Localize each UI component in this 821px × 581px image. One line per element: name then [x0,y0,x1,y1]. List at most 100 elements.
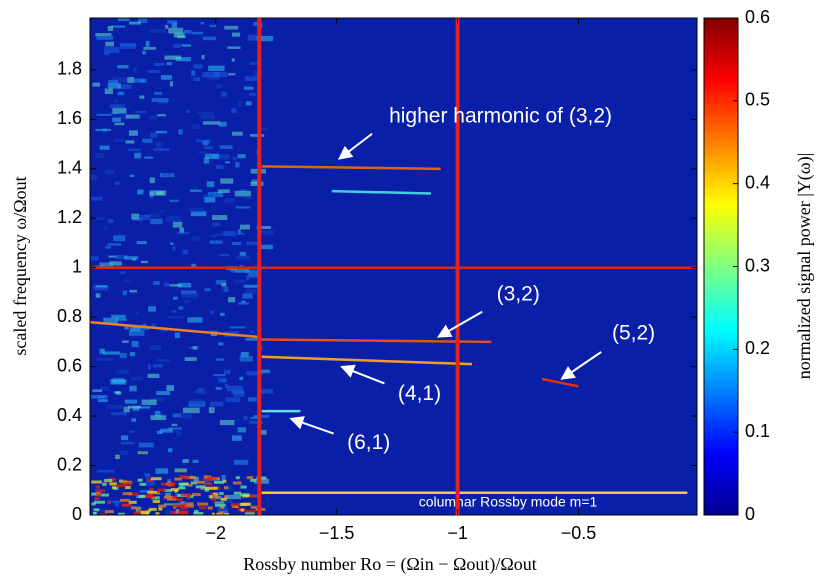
heatmap-texture [221,286,230,291]
heatmap-texture [150,132,158,138]
heatmap-texture [122,492,132,496]
heatmap-texture [226,385,243,392]
heatmap-texture [99,513,108,515]
heatmap-texture [242,293,253,299]
heatmap-texture [182,476,190,480]
heatmap-texture [119,450,128,456]
heatmap-texture [190,211,207,217]
heatmap-texture [182,293,199,299]
heatmap-texture [245,338,263,341]
heatmap-texture [148,213,160,217]
heatmap-texture [215,83,223,89]
heatmap-texture [141,513,146,515]
heatmap-texture [219,511,224,515]
heatmap-texture [125,114,140,119]
heatmap-texture [178,486,186,490]
heatmap-texture [215,387,222,390]
heatmap-texture [184,357,197,361]
heatmap-texture [153,364,163,368]
heatmap-texture [196,139,212,142]
y-tick-label: 0.4 [57,405,82,425]
heatmap-texture [131,341,140,348]
heatmap-texture [168,483,176,487]
heatmap-texture [120,113,128,119]
heatmap-texture [158,100,168,104]
heatmap-texture [259,127,268,132]
annotation: (6,1) [347,431,390,454]
heatmap-texture [225,485,233,491]
colorbar-tick-label: 0.3 [745,255,770,275]
heatmap-texture [165,492,171,497]
heatmap-texture [143,46,157,50]
heatmap-texture [147,490,157,494]
heatmap-texture [237,154,246,159]
heatmap-texture [140,260,149,264]
heatmap-texture [167,481,176,485]
heatmap-texture [211,512,223,515]
heatmap-texture [188,483,193,487]
heatmap-texture [206,181,215,188]
heatmap-texture [120,43,137,47]
heatmap-texture [166,385,175,391]
heatmap-texture [180,503,187,507]
heatmap-texture [180,506,189,510]
heatmap-texture [94,217,105,220]
heatmap-texture [251,509,256,513]
heatmap-texture [174,510,179,514]
colorbar-label: normalized signal power |Y(ω)| [794,153,815,380]
heatmap-texture [250,478,256,482]
heatmap-texture [234,190,252,197]
heatmap-texture [239,251,246,257]
heatmap-texture [150,415,167,421]
heatmap-texture [246,275,250,281]
heatmap-texture [253,478,269,484]
heatmap-texture [208,407,215,414]
heatmap-texture [128,500,137,504]
heatmap-texture [114,181,120,185]
heatmap-texture [214,495,220,499]
heatmap-texture [257,244,273,250]
heatmap-texture [122,340,129,343]
heatmap-texture [124,326,130,330]
heatmap-texture [245,101,252,106]
heatmap-texture [92,82,101,87]
heatmap-texture [92,389,103,392]
heatmap-texture [243,86,254,90]
heatmap-texture [117,92,125,96]
heatmap-texture [147,373,160,378]
heatmap-texture [183,29,192,34]
heatmap-texture [193,185,197,189]
heatmap-texture [193,64,203,69]
heatmap-texture [217,189,230,193]
heatmap-texture [149,492,154,496]
heatmap-texture [155,130,168,134]
heatmap-texture [104,88,114,95]
heatmap-texture [171,310,177,313]
heatmap-texture [182,459,189,463]
heatmap-texture [108,79,119,85]
heatmap-texture [90,174,98,181]
heatmap-texture [223,231,236,237]
heatmap-texture [156,191,164,196]
heatmap-texture [97,399,108,403]
heatmap-texture [139,482,147,486]
heatmap-texture [113,235,126,242]
heatmap-texture [149,487,154,491]
heatmap-texture [231,108,237,114]
heatmap-texture [95,485,101,489]
heatmap-texture [240,508,245,512]
note: columnar Rossby mode m=1 [419,494,598,510]
heatmap-texture [153,148,170,151]
heatmap-texture [257,388,273,394]
heatmap-texture [239,376,244,381]
heatmap-texture [148,507,157,511]
heatmap-texture [213,374,226,377]
heatmap-texture [117,65,129,69]
heatmap-texture [150,397,165,402]
heatmap-texture [164,55,182,60]
heatmap-texture [179,227,185,234]
heatmap-texture [231,435,242,441]
heatmap-texture [160,482,167,486]
heatmap-texture [90,256,99,261]
heatmap-texture [178,482,189,486]
